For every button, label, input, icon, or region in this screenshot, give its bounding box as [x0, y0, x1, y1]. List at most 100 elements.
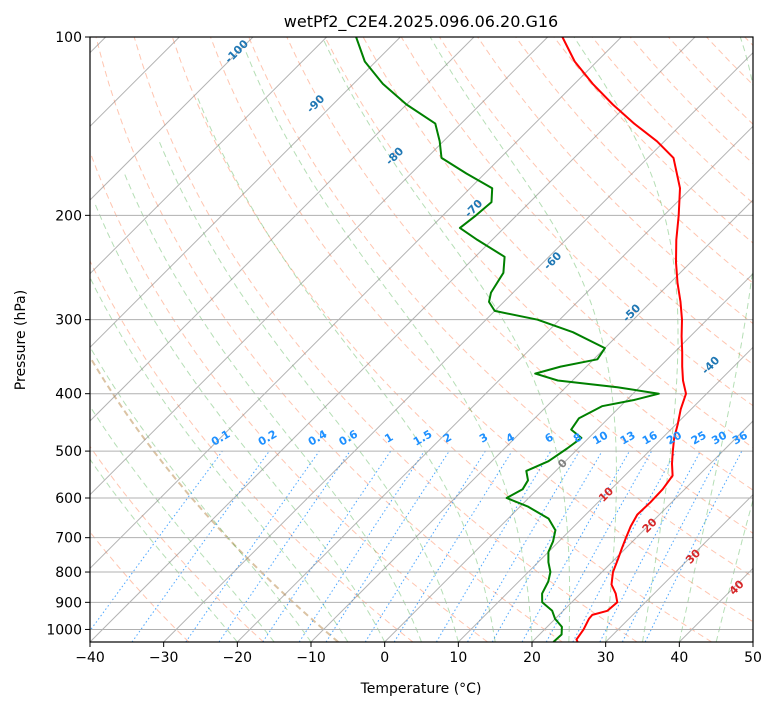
moist-adiabat-line [715, 497, 753, 642]
dry-adiabat-line [324, 37, 753, 491]
mixing-ratio-label: 30 [709, 428, 729, 447]
dry-adiabat-line [95, 37, 563, 642]
chart-title: wetPf2_C2E4.2025.096.06.20.G16 [284, 12, 558, 32]
mixing-ratio-label: 1 [382, 431, 395, 446]
dry-adiabat-line [90, 445, 264, 642]
y-tick-label: 700 [55, 531, 82, 547]
mixing-ratio-label: 0.4 [306, 427, 330, 448]
isotherm-line [90, 37, 549, 496]
y-tick-label: 400 [55, 387, 82, 403]
dry-adiabat-label: -90 [304, 92, 327, 115]
mixing-ratio-line [644, 450, 743, 642]
y-tick-label: 500 [55, 444, 82, 460]
isobar-gridlines [90, 37, 753, 630]
dry-adiabat-line [210, 37, 753, 623]
x-tick-label: −40 [75, 650, 105, 666]
y-tick-label: 100 [55, 30, 82, 46]
x-tick-label: −30 [149, 650, 179, 666]
mixing-ratio-label: 36 [730, 428, 750, 447]
moist-adiabat-line [123, 173, 422, 642]
mixing-ratio-label: 0.2 [256, 428, 279, 449]
mixing-ratio-line [393, 450, 513, 642]
dry-adiabat-line [515, 37, 753, 284]
x-tick-label: −20 [223, 650, 253, 666]
isotherm-line [236, 125, 753, 642]
mixing-ratio-line [298, 450, 425, 642]
y-tick-label: 600 [55, 491, 82, 507]
mixing-ratio-line [467, 450, 580, 642]
dry-adiabat-label: -70 [462, 197, 485, 220]
mixing-ratio-line [185, 450, 320, 642]
x-axis-title: Temperature (°C) [360, 681, 482, 697]
dry-adiabat-label: -50 [620, 301, 643, 324]
y-axis-title: Pressure (hPa) [13, 290, 29, 390]
mixing-ratio-line [435, 450, 552, 642]
dry-adiabat-label: 30 [683, 546, 703, 566]
mixing-ratio-label: 10 [591, 428, 611, 447]
mixing-ratio-line [572, 450, 677, 642]
mixing-ratio-line [364, 450, 486, 642]
mixing-ratio-label: 2 [441, 431, 454, 446]
moist-adiabat-line [244, 49, 533, 642]
x-tick-label: 10 [449, 650, 467, 666]
moist-adiabat-line [90, 458, 238, 642]
isotherm-line [90, 37, 475, 422]
mixing-ratio-line [545, 450, 653, 642]
dry-adiabat-line [668, 37, 753, 125]
moist-adiabat-line [93, 201, 386, 642]
isotherm-line [457, 346, 753, 642]
moist-adiabat-line [429, 37, 617, 642]
mixing-ratio-line [521, 450, 630, 642]
y-tick-label: 200 [55, 208, 82, 224]
mixing-ratio-label: 0.6 [337, 427, 361, 448]
y-tick-label: 900 [55, 595, 82, 611]
isotherm-line [752, 641, 753, 642]
profile-line-1 [355, 37, 660, 642]
profile-series [355, 37, 687, 642]
mixing-ratio-lines [90, 450, 743, 642]
dry-adiabat-line [171, 37, 712, 642]
dry-adiabat-line [133, 37, 638, 642]
dry-adiabat-label: -60 [541, 249, 564, 272]
dry-adiabat-line [706, 37, 753, 86]
mixing-ratio-line [262, 450, 392, 642]
plot-frame [89, 36, 754, 643]
isopleth-labels: -100-90-80-70-60-50-40-30-20-10010203040… [209, 37, 750, 598]
dry-adiabat-line [90, 150, 488, 642]
plot-area: -100-90-80-70-60-50-40-30-20-10010203040… [90, 37, 753, 642]
x-tick-label: 0 [380, 650, 389, 666]
isotherm-line [531, 420, 753, 642]
dry-adiabat-line [744, 37, 753, 47]
mixing-ratio-line [599, 450, 701, 642]
isotherm-line [90, 37, 622, 570]
isotherm-lines [90, 37, 753, 642]
x-axis-ticks: −40 −30 −20 −10 0 10 20 30 40 50 [75, 642, 762, 666]
isotherm-line [310, 199, 753, 642]
mixing-ratio-line [131, 450, 270, 642]
isotherm-line [163, 51, 753, 642]
dry-adiabat-label: 20 [640, 515, 660, 535]
dry-adiabat-line [286, 37, 753, 534]
isotherm-line [384, 272, 753, 642]
mixing-ratio-line [218, 450, 351, 642]
dry-adiabat-line [90, 259, 414, 642]
x-tick-label: 40 [670, 650, 688, 666]
mixing-ratio-label: 20 [664, 428, 684, 447]
moist-adiabat-line [90, 276, 349, 642]
dry-adiabat-line [90, 355, 339, 642]
isotherm-line [605, 493, 753, 642]
moist-adiabat-line [195, 94, 496, 642]
x-tick-label: 30 [597, 650, 615, 666]
dry-adiabat-label: -40 [699, 354, 722, 377]
y-tick-label: 300 [55, 313, 82, 329]
isotherm-line [90, 37, 328, 275]
isotherm-line [90, 37, 401, 349]
mixing-ratio-label: 25 [689, 429, 709, 448]
mixing-ratio-label: 1.5 [411, 428, 434, 449]
moist-adiabat-line [573, 37, 679, 642]
isotherm-line [90, 37, 696, 642]
dry-adiabat-line [248, 37, 753, 578]
mixing-ratio-label: 16 [640, 428, 660, 447]
moist-adiabat-line [678, 37, 753, 642]
